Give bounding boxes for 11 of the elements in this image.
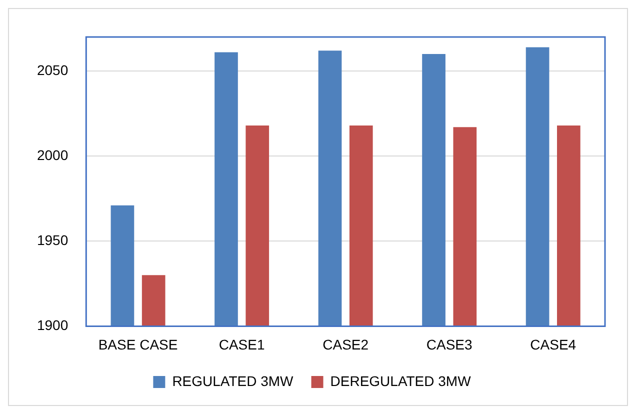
y-tick-label: 2050 xyxy=(36,62,68,78)
x-tick-label: CASE2 xyxy=(322,336,369,352)
y-tick-label: 1900 xyxy=(36,317,68,334)
x-tick-label: CASE3 xyxy=(426,336,473,352)
x-tick-label: CASE1 xyxy=(218,336,265,352)
y-tick-label: 2000 xyxy=(36,146,68,163)
y-tick-label: 1950 xyxy=(36,232,68,248)
legend-label: DEREGULATED 3MW xyxy=(330,372,472,389)
x-tick-label: CASE4 xyxy=(530,336,576,352)
legend-label: REGULATED 3MW xyxy=(172,372,294,389)
x-tick-label: BASE CASE xyxy=(98,336,178,352)
